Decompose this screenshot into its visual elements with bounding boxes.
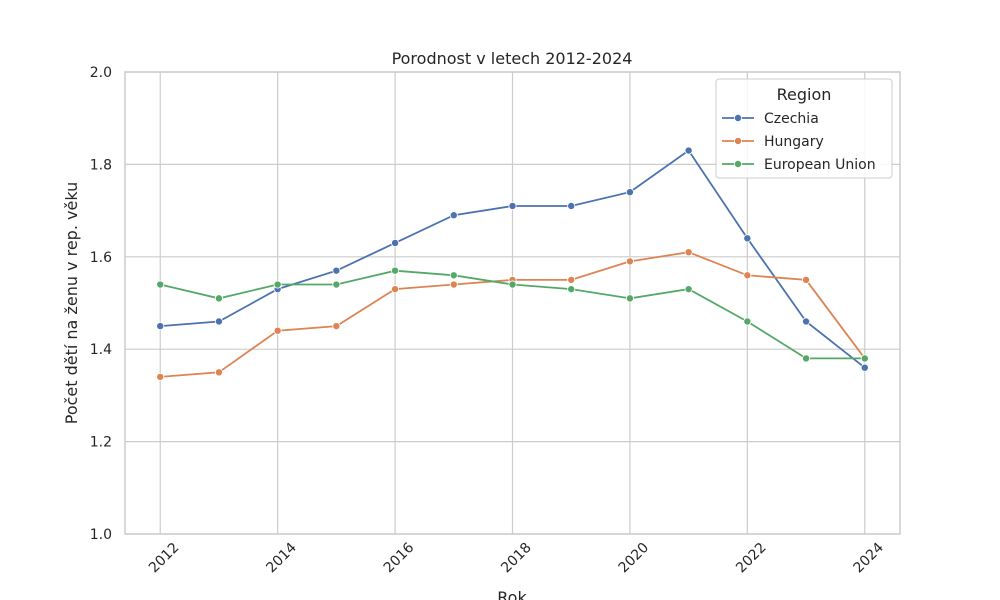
x-tick-label: 2024 xyxy=(851,540,888,577)
data-point xyxy=(156,322,165,331)
y-tick-label: 2.0 xyxy=(90,65,112,81)
series-czechia xyxy=(156,146,869,372)
data-point xyxy=(684,248,693,257)
x-tick-label: 2014 xyxy=(263,540,300,577)
y-tick-label: 1.4 xyxy=(90,342,112,358)
legend-item: Hungary xyxy=(722,134,824,150)
legend-label: Hungary xyxy=(764,134,824,150)
data-point xyxy=(743,317,752,326)
data-point xyxy=(391,266,400,275)
y-tick-label: 1.8 xyxy=(90,157,112,173)
data-point xyxy=(449,271,458,280)
x-tick-label: 2022 xyxy=(733,540,770,577)
series-european-union xyxy=(156,266,869,363)
legend-item: Czechia xyxy=(722,111,819,127)
data-point xyxy=(332,280,341,289)
x-tick-label: 2018 xyxy=(498,540,535,577)
data-point xyxy=(156,372,165,381)
data-point xyxy=(449,211,458,220)
data-point xyxy=(802,317,811,326)
data-point xyxy=(214,368,223,377)
y-axis-label: Počet dětí na ženu v rep. věku xyxy=(62,182,81,425)
legend-label: European Union xyxy=(764,157,876,173)
data-point xyxy=(449,280,458,289)
data-point xyxy=(391,238,400,247)
data-point xyxy=(625,294,634,303)
series-layer xyxy=(156,146,869,381)
data-point xyxy=(567,285,576,294)
y-tick-label: 1.6 xyxy=(90,250,112,266)
data-point xyxy=(273,326,282,335)
x-tick-label: 2012 xyxy=(146,540,183,577)
data-point xyxy=(332,266,341,275)
data-point xyxy=(567,275,576,284)
data-point xyxy=(743,271,752,280)
legend-box xyxy=(715,78,893,179)
data-point xyxy=(860,354,869,363)
data-point xyxy=(684,146,693,155)
data-point xyxy=(625,257,634,266)
legend-item: European Union xyxy=(722,157,876,173)
data-point xyxy=(214,294,223,303)
data-point xyxy=(625,188,634,197)
data-point xyxy=(802,275,811,284)
data-point xyxy=(214,317,223,326)
data-point xyxy=(860,363,869,372)
plot-frame xyxy=(124,71,901,535)
legend-marker xyxy=(734,159,743,168)
legend-marker xyxy=(734,114,743,123)
y-tick-label: 1.0 xyxy=(90,527,112,543)
data-point xyxy=(802,354,811,363)
legend-label: Czechia xyxy=(764,111,819,127)
legend-items: Czechia Hungary European Union xyxy=(722,111,876,173)
data-point xyxy=(273,280,282,289)
data-point xyxy=(332,322,341,331)
legend-title: Region xyxy=(777,85,832,104)
data-point xyxy=(567,201,576,210)
y-tick-label: 1.2 xyxy=(90,435,112,451)
x-tick-label: 2020 xyxy=(616,540,653,577)
data-point xyxy=(684,285,693,294)
data-point xyxy=(156,280,165,289)
chart-title: Porodnost v letech 2012-2024 xyxy=(392,49,633,68)
data-point xyxy=(743,234,752,243)
data-point xyxy=(508,201,517,210)
x-tick-label: 2016 xyxy=(381,540,418,577)
legend-marker xyxy=(734,136,743,145)
data-point xyxy=(391,285,400,294)
x-axis-label: Rok xyxy=(497,588,527,600)
legend: Region Czechia Hungary European Union xyxy=(715,78,893,179)
data-point xyxy=(508,280,517,289)
